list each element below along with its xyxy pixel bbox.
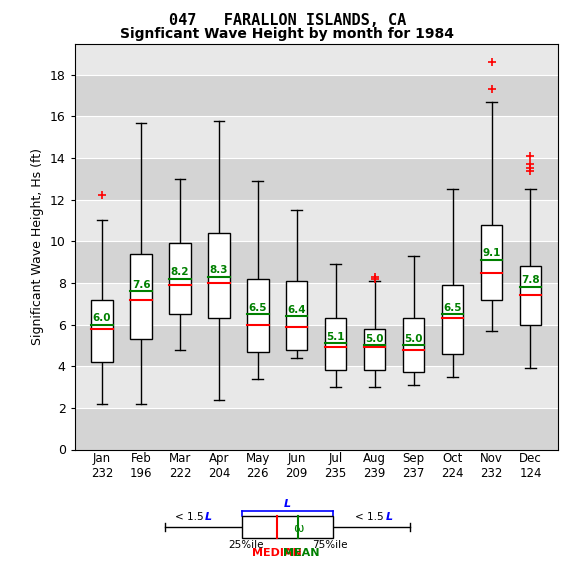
Text: MEDIAN: MEDIAN — [252, 549, 301, 559]
Text: 25%ile: 25%ile — [228, 540, 263, 550]
FancyBboxPatch shape — [286, 281, 308, 350]
FancyBboxPatch shape — [442, 285, 463, 354]
Text: < 1.5: < 1.5 — [355, 512, 387, 522]
Text: L: L — [284, 499, 291, 509]
Bar — [75, 241, 558, 283]
Bar — [75, 325, 558, 366]
FancyBboxPatch shape — [481, 224, 502, 300]
FancyBboxPatch shape — [131, 254, 152, 339]
Bar — [75, 408, 558, 450]
Text: 6.5: 6.5 — [248, 303, 267, 313]
FancyBboxPatch shape — [520, 266, 541, 325]
Text: L: L — [205, 512, 212, 522]
Bar — [75, 158, 558, 200]
FancyBboxPatch shape — [325, 318, 347, 371]
Text: 6.5: 6.5 — [443, 303, 462, 313]
Text: 5.1: 5.1 — [327, 332, 345, 342]
Text: 6.0: 6.0 — [93, 313, 112, 323]
FancyBboxPatch shape — [91, 300, 113, 362]
Text: ω: ω — [293, 522, 304, 535]
Text: 7.6: 7.6 — [132, 280, 151, 289]
Bar — [75, 75, 558, 117]
Bar — [75, 366, 558, 408]
Text: 9.1: 9.1 — [482, 248, 501, 258]
Text: MEAN: MEAN — [283, 549, 320, 559]
Bar — [75, 283, 558, 325]
FancyBboxPatch shape — [403, 318, 424, 372]
Text: L: L — [385, 512, 393, 522]
Bar — [75, 200, 558, 241]
Text: 7.8: 7.8 — [522, 276, 540, 285]
Text: 5.0: 5.0 — [366, 334, 384, 344]
Text: < 1.5: < 1.5 — [175, 512, 207, 522]
FancyBboxPatch shape — [243, 516, 332, 538]
Y-axis label: Significant Wave Height, Hs (ft): Significant Wave Height, Hs (ft) — [31, 148, 44, 345]
Text: 8.2: 8.2 — [171, 267, 189, 277]
Text: 047   FARALLON ISLANDS, CA: 047 FARALLON ISLANDS, CA — [169, 13, 406, 28]
Text: 8.3: 8.3 — [210, 265, 228, 275]
Text: 5.0: 5.0 — [404, 334, 423, 344]
FancyBboxPatch shape — [169, 244, 191, 314]
Text: 75%ile: 75%ile — [312, 540, 347, 550]
FancyBboxPatch shape — [247, 279, 269, 351]
FancyBboxPatch shape — [364, 329, 385, 371]
Text: Signficant Wave Height by month for 1984: Signficant Wave Height by month for 1984 — [121, 27, 454, 41]
Text: 6.4: 6.4 — [288, 304, 306, 314]
FancyBboxPatch shape — [208, 233, 229, 318]
Bar — [75, 117, 558, 158]
